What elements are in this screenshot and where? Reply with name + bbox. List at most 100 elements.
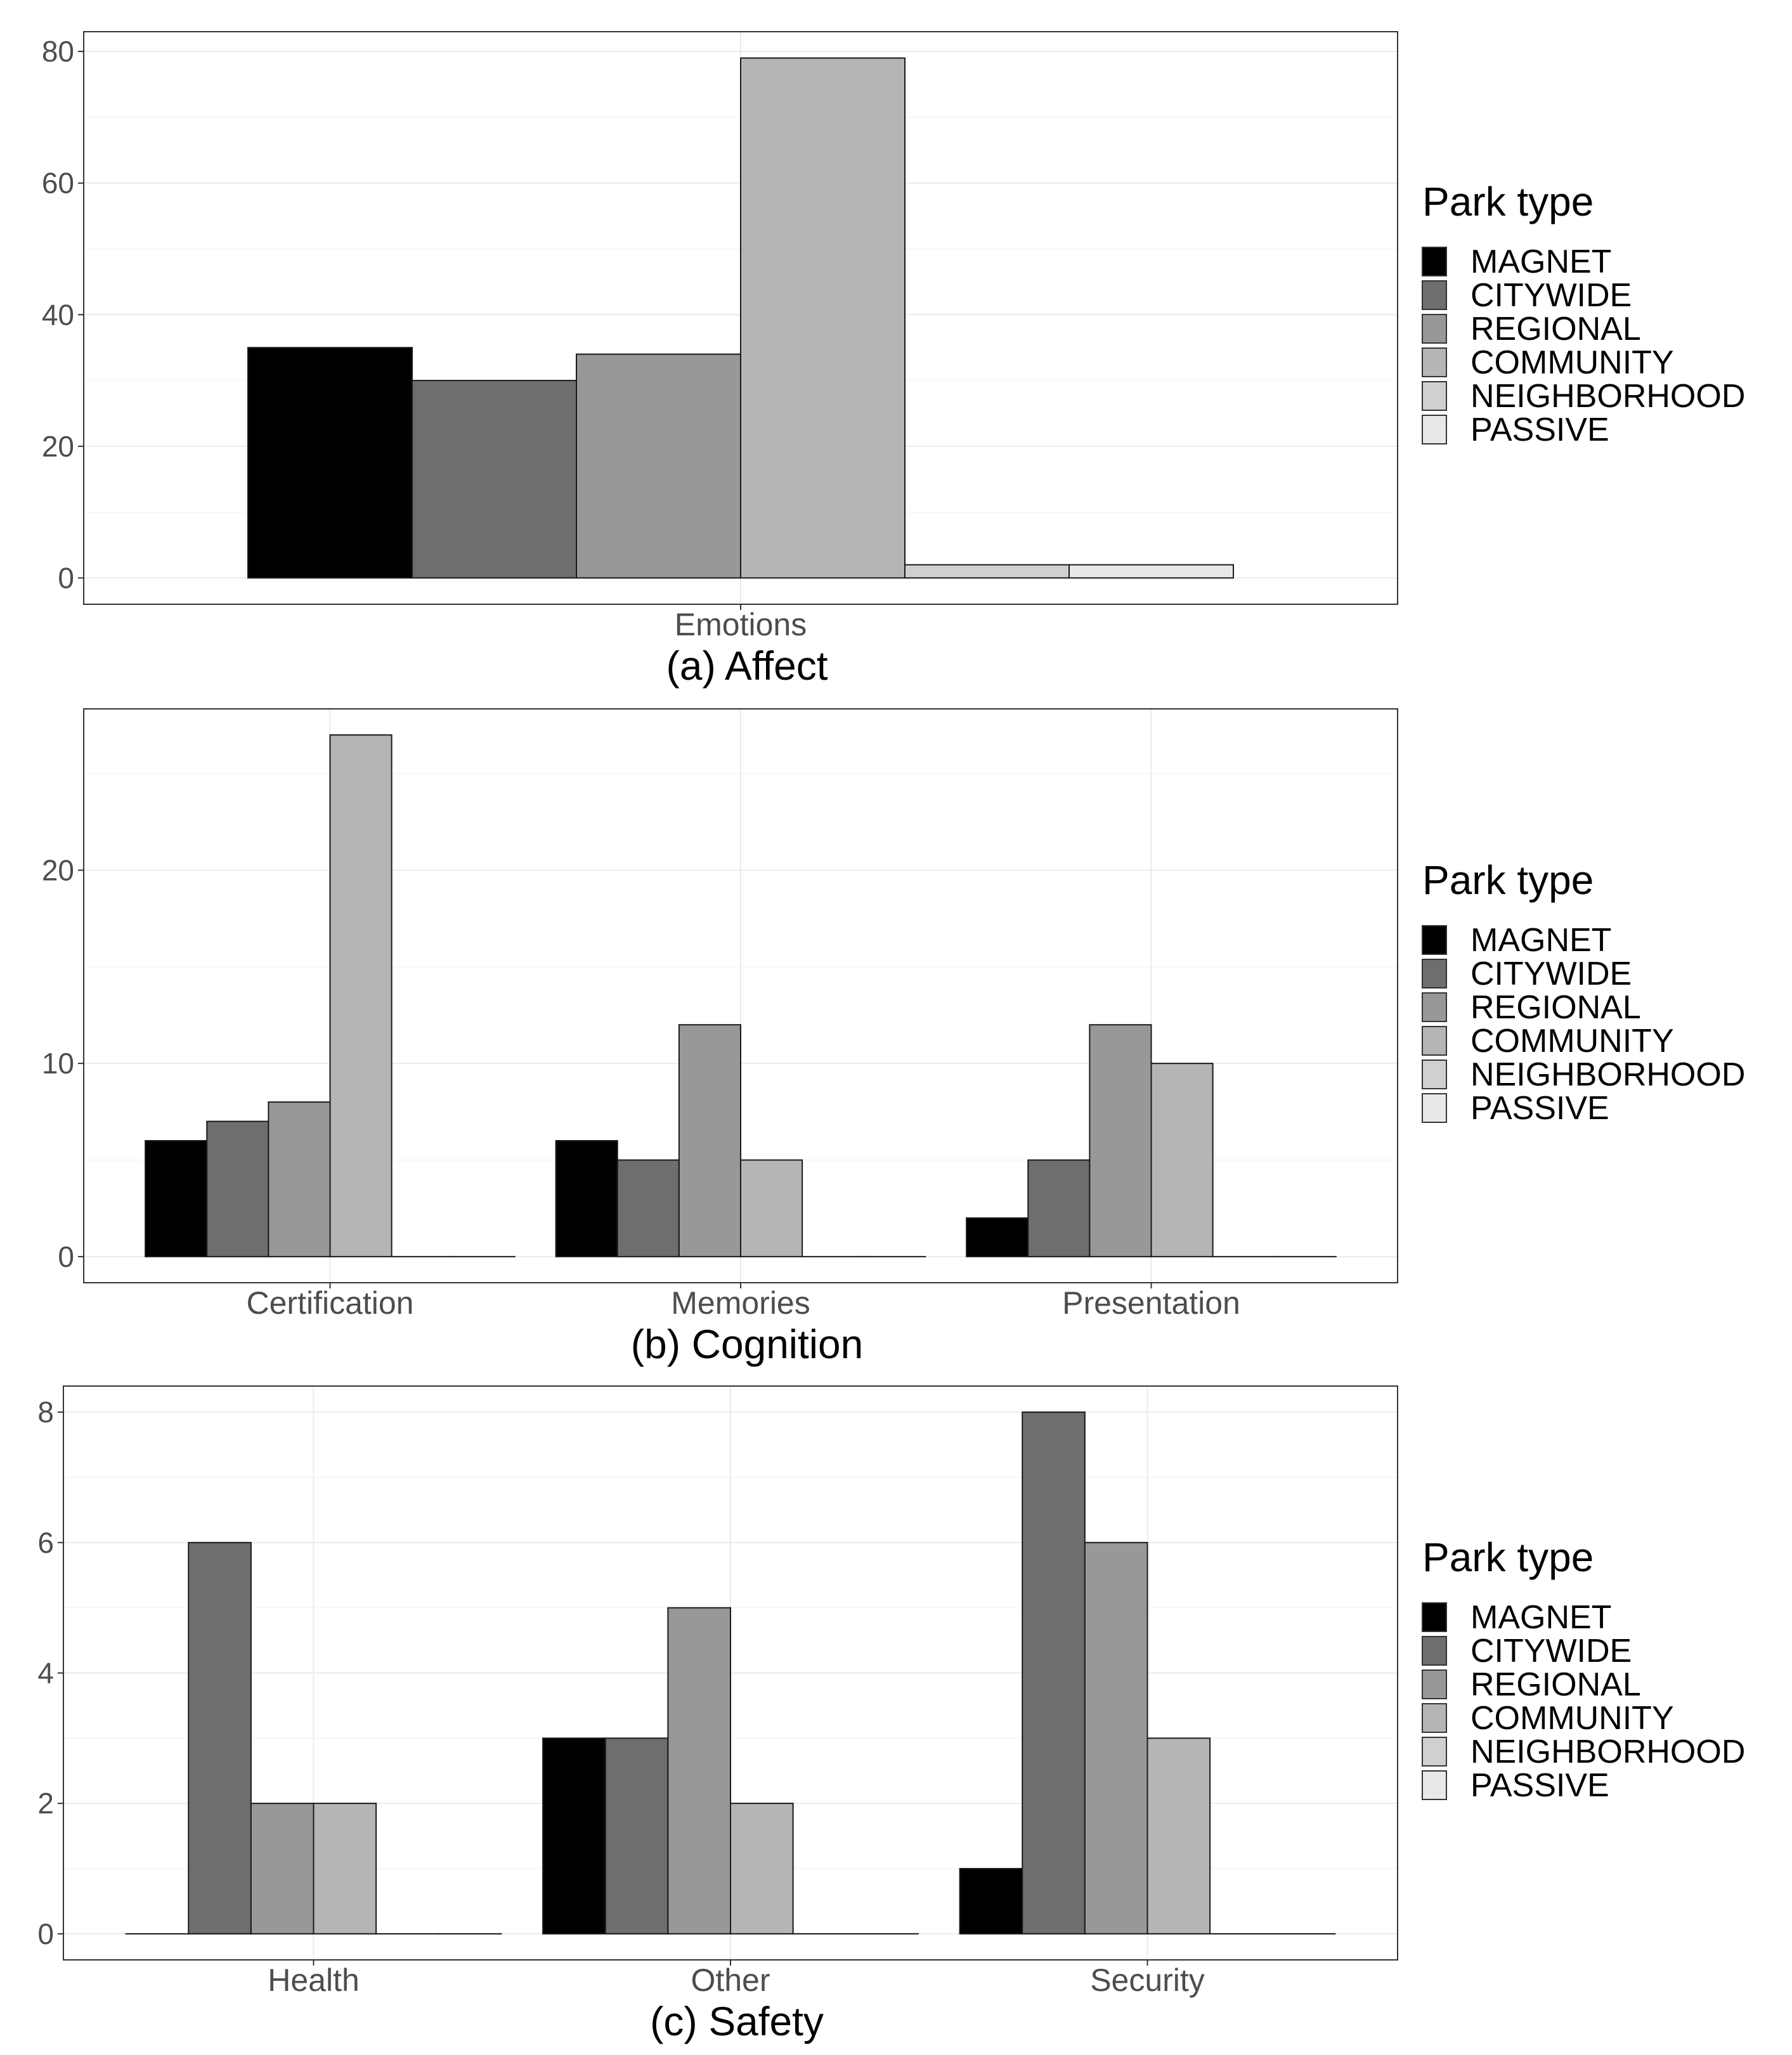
legend-swatch-neighborhood [1422,1060,1447,1089]
legend-label-neighborhood: NEIGHBORHOOD [1471,1734,1745,1770]
bar-regional-presentation [1089,1024,1152,1257]
x-tick-label: Certification [247,1285,414,1321]
x-tick-label: Memories [671,1285,810,1321]
bar-community-presentation [1150,1063,1214,1257]
legend-label-neighborhood: NEIGHBORHOOD [1471,1056,1745,1093]
legend-label-community: COMMUNITY [1471,1700,1674,1737]
x-axis: Emotions [675,604,807,642]
legend: Park type MAGNETCITYWIDEREGIONALCOMMUNITY… [1422,179,1745,448]
legend-swatch-citywide [1422,959,1447,989]
legend-swatch-passive [1422,1093,1447,1123]
bar-regional-emotions [576,353,741,579]
x-axis: Health Other Security [268,1960,1205,1998]
legend-label-citywide: CITYWIDE [1471,277,1632,314]
y-tick-label: 6 [37,1526,54,1559]
legend-label-passive: PASSIVE [1471,1090,1609,1127]
legend-label-regional: REGIONAL [1471,311,1641,347]
legend-swatch-citywide [1422,1636,1447,1666]
legend-swatch-community [1422,347,1447,377]
legend-swatch-neighborhood [1422,1737,1447,1767]
bar-citywide-memories [616,1159,680,1257]
y-tick-label: 20 [42,430,74,463]
legend-label-community: COMMUNITY [1471,1023,1674,1060]
legend-swatch-magnet [1422,247,1447,276]
legend-title: Park type [1422,1534,1594,1580]
y-tick-label: 10 [42,1047,74,1080]
bar-community-memories [740,1159,803,1257]
legend-label-neighborhood: NEIGHBORHOOD [1471,378,1745,415]
bar-community-emotions [740,57,906,579]
legend-swatch-magnet [1422,1602,1447,1632]
x-tick-label: Presentation [1062,1285,1240,1321]
legend-label-community: COMMUNITY [1471,344,1674,381]
y-axis: 0 10 20 [42,853,84,1273]
bar-citywide-other [604,1737,669,1935]
bars [125,1411,1336,1935]
legend-label-regional: REGIONAL [1471,989,1641,1026]
y-axis: 0 2 4 6 8 [37,1396,63,1950]
bar-community-other [730,1803,794,1935]
legend-swatch-passive [1422,415,1447,444]
chart-panel-1: 0 20 40 60 80 Emotions(a) Affect Park type MAGN… [42,31,1745,689]
legend-swatch-magnet [1422,925,1447,955]
bar-citywide-certification [206,1120,269,1257]
legend-label-magnet: MAGNET [1471,1599,1611,1636]
bar-magnet-other [542,1737,606,1935]
legend-label-citywide: CITYWIDE [1471,1633,1632,1669]
legend-title: Park type [1422,179,1594,224]
y-tick-label: 0 [58,1240,74,1273]
bar-magnet-memories [555,1140,618,1257]
y-tick-label: 0 [37,1917,54,1950]
y-tick-label: 8 [37,1396,54,1429]
bar-regional-certification [268,1101,331,1257]
bar-magnet-presentation [966,1217,1029,1257]
bar-regional-security [1084,1541,1148,1935]
x-axis: Certification Memories Presentation [247,1283,1240,1321]
bars [145,734,1337,1257]
legend: Park type MAGNETCITYWIDEREGIONALCOMMUNITY… [1422,857,1745,1127]
x-tick-label: Security [1090,1962,1205,1998]
legend-label-magnet: MAGNET [1471,243,1611,280]
bar-regional-other [667,1607,731,1935]
bar-citywide-security [1022,1411,1086,1935]
legend-swatch-neighborhood [1422,381,1447,411]
bar-neighborhood-emotions [904,564,1070,579]
legend-title: Park type [1422,857,1594,903]
y-tick-label: 4 [37,1657,54,1690]
bar-citywide-health [188,1541,252,1935]
bar-community-certification [329,734,393,1257]
legend-swatch-regional [1422,314,1447,344]
legend-label-regional: REGIONAL [1471,1666,1641,1703]
y-tick-label: 2 [37,1787,54,1820]
bars [247,57,1234,579]
legend-swatch-passive [1422,1770,1447,1800]
bar-regional-health [250,1803,315,1935]
legend-swatch-citywide [1422,280,1447,310]
legend-label-citywide: CITYWIDE [1471,956,1632,992]
panel-title: (b) Cognition [631,1321,863,1367]
panel-title: (c) Safety [650,1999,824,2044]
legend-swatch-community [1422,1026,1447,1056]
legend-swatch-community [1422,1703,1447,1733]
bar-citywide-emotions [412,380,577,579]
bar-citywide-presentation [1027,1159,1091,1257]
y-tick-label: 60 [42,167,74,200]
bar-passive-emotions [1068,564,1234,579]
legend-swatch-regional [1422,992,1447,1022]
bar-magnet-security [959,1868,1023,1935]
y-tick-label: 40 [42,298,74,331]
y-tick-label: 80 [42,35,74,68]
legend-label-passive: PASSIVE [1471,1767,1609,1804]
x-tick-label: Health [268,1962,360,1998]
bar-community-health [313,1803,377,1935]
x-tick-label: Other [691,1962,770,1998]
y-tick-label: 0 [58,561,74,594]
legend: Park type MAGNETCITYWIDEREGIONALCOMMUNITY… [1422,1534,1745,1804]
bar-magnet-certification [145,1140,208,1257]
x-tick-label: Emotions [675,607,807,642]
legend-swatch-regional [1422,1669,1447,1699]
y-tick-label: 20 [42,853,74,886]
bar-magnet-emotions [247,347,413,579]
panel-title: (a) Affect [666,643,828,689]
